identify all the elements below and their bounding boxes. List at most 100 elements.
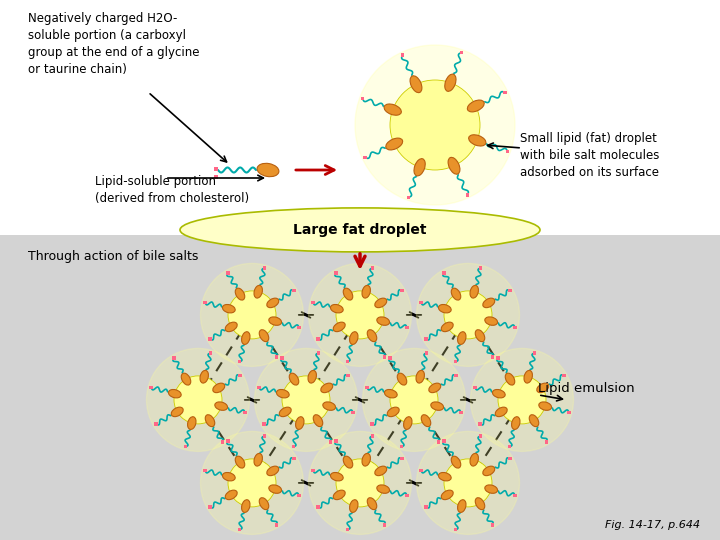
Bar [184, 445, 187, 449]
Ellipse shape [445, 74, 456, 91]
Bar [317, 352, 320, 355]
Bar [209, 352, 212, 355]
Ellipse shape [350, 332, 358, 345]
Circle shape [282, 376, 330, 424]
Circle shape [200, 431, 304, 535]
Bar [400, 445, 403, 449]
Bar [503, 91, 507, 94]
Circle shape [444, 291, 492, 339]
Ellipse shape [512, 417, 520, 429]
Bar [508, 289, 512, 292]
Ellipse shape [321, 383, 333, 393]
Bar [442, 439, 446, 443]
Bar [424, 338, 428, 341]
Bar [454, 374, 458, 377]
Bar [366, 386, 369, 389]
Bar [316, 338, 320, 341]
Text: Large fat droplet: Large fat droplet [293, 223, 427, 237]
Ellipse shape [254, 454, 262, 466]
Ellipse shape [259, 498, 269, 510]
Text: Negatively charged H2O-
soluble portion (a carboxyl
group at the end of a glycin: Negatively charged H2O- soluble portion … [28, 12, 199, 76]
Circle shape [146, 348, 250, 451]
Bar [214, 167, 218, 171]
Bar [420, 469, 423, 472]
Bar [0, 235, 720, 540]
Ellipse shape [410, 76, 422, 93]
Bar [263, 434, 266, 438]
Ellipse shape [537, 383, 549, 393]
Bar [262, 422, 266, 426]
Bar [292, 289, 296, 292]
Ellipse shape [458, 332, 466, 345]
Ellipse shape [367, 330, 377, 342]
Ellipse shape [375, 298, 387, 308]
Bar [274, 355, 278, 359]
Ellipse shape [505, 373, 515, 385]
Ellipse shape [343, 288, 353, 300]
Bar [334, 439, 338, 443]
Bar [479, 434, 482, 438]
Text: Lipid emulsion: Lipid emulsion [538, 382, 634, 395]
Bar [312, 469, 315, 472]
Bar [204, 301, 207, 304]
Bar [442, 271, 446, 275]
Bar [346, 360, 349, 363]
Bar [382, 523, 386, 526]
Text: Fig. 14-17, p.644: Fig. 14-17, p.644 [605, 520, 700, 530]
Bar [400, 457, 404, 461]
Ellipse shape [421, 415, 431, 427]
Circle shape [416, 431, 520, 535]
Bar [204, 469, 207, 472]
Bar [478, 422, 482, 426]
Bar [436, 440, 440, 444]
Circle shape [228, 459, 276, 507]
Ellipse shape [222, 472, 235, 481]
Ellipse shape [279, 407, 291, 417]
Bar [405, 326, 408, 329]
Ellipse shape [384, 389, 397, 398]
Bar [361, 97, 364, 100]
Ellipse shape [259, 330, 269, 342]
Bar [382, 355, 386, 359]
Ellipse shape [350, 500, 358, 512]
Bar [297, 494, 300, 497]
Bar [505, 150, 509, 153]
Ellipse shape [242, 332, 250, 345]
Ellipse shape [438, 472, 451, 481]
Ellipse shape [222, 305, 235, 313]
Bar [292, 457, 296, 461]
Ellipse shape [492, 389, 505, 398]
Bar [425, 352, 428, 355]
Bar [214, 175, 218, 179]
Ellipse shape [296, 417, 304, 429]
Bar [316, 505, 320, 509]
Bar [454, 360, 457, 363]
Bar [297, 326, 300, 329]
Ellipse shape [267, 466, 279, 476]
Ellipse shape [213, 383, 225, 393]
Ellipse shape [267, 298, 279, 308]
Ellipse shape [308, 370, 316, 383]
Bar [238, 360, 241, 363]
Bar [220, 440, 224, 444]
Ellipse shape [180, 208, 540, 252]
Ellipse shape [470, 285, 478, 298]
Ellipse shape [333, 490, 345, 500]
Text: Lipid-soluble portion
(derived from cholesterol): Lipid-soluble portion (derived from chol… [95, 175, 249, 205]
Circle shape [416, 264, 520, 367]
Bar [334, 271, 338, 275]
Ellipse shape [470, 454, 478, 466]
Ellipse shape [330, 472, 343, 481]
Ellipse shape [330, 305, 343, 313]
Bar [208, 338, 212, 341]
Ellipse shape [205, 415, 215, 427]
Bar [154, 422, 158, 426]
Bar [496, 356, 500, 360]
Ellipse shape [225, 490, 237, 500]
Bar [401, 53, 404, 57]
Bar [400, 289, 404, 292]
Bar [544, 440, 548, 444]
Ellipse shape [215, 402, 228, 410]
Ellipse shape [242, 500, 250, 512]
Ellipse shape [362, 285, 370, 298]
